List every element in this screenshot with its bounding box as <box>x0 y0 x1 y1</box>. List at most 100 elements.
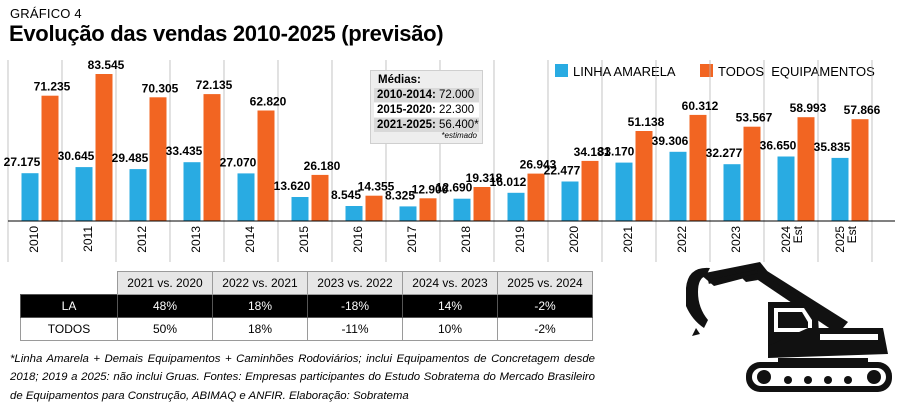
bar-linha-amarela <box>21 173 39 221</box>
bar-linha-amarela <box>129 169 147 221</box>
x-tick-label: 2010 <box>27 226 41 253</box>
table-cell: 18% <box>212 294 308 318</box>
averages-row: 2015-2020: 22.300 <box>374 103 479 117</box>
bar-linha-amarela <box>723 164 741 221</box>
bar-linha-amarela <box>237 173 255 221</box>
table-cell: -18% <box>307 294 403 318</box>
value-label-todos-equipamentos: 60.312 <box>682 99 719 113</box>
x-tick-label: 2022 <box>675 226 689 253</box>
x-tick-label: 2012 <box>135 226 149 253</box>
x-tick-label: 2015 <box>297 226 311 253</box>
bar-linha-amarela <box>777 156 795 221</box>
x-tick-label: 2013 <box>189 226 203 253</box>
value-label-todos-equipamentos: 26.943 <box>520 158 557 172</box>
bar-todos-equipamentos <box>527 173 545 221</box>
bar-todos-equipamentos <box>257 110 275 221</box>
table-cell: 50% <box>117 317 213 341</box>
x-tick-label: 2017 <box>405 226 419 253</box>
x-tick-label: 2024Est <box>779 225 805 252</box>
value-label-todos-equipamentos: 72.135 <box>196 78 233 92</box>
bar-todos-equipamentos <box>149 97 167 221</box>
value-label-todos-equipamentos: 34.181 <box>574 145 611 159</box>
bar-todos-equipamentos <box>473 187 491 221</box>
table-row: TODOS 50% 18% -11% 10% -2% <box>20 317 593 341</box>
bar-todos-equipamentos <box>851 119 869 221</box>
table-row-label: TODOS <box>20 317 118 341</box>
value-label-linha-amarela: 13.620 <box>274 179 311 193</box>
footnote: *Linha Amarela + Demais Equipamentos + C… <box>10 353 595 402</box>
value-label-todos-equipamentos: 12.900 <box>412 182 449 196</box>
bar-linha-amarela <box>453 198 471 221</box>
table-cell: -11% <box>307 317 403 341</box>
averages-value: 22.300 <box>439 104 475 116</box>
bar-linha-amarela <box>561 181 579 221</box>
bar-linha-amarela <box>183 162 201 221</box>
table-header-row: 2021 vs. 2020 2022 vs. 2021 2023 vs. 202… <box>20 271 593 295</box>
legend: LINHA AMARELA TODOS EQUIPAMENTOS <box>555 64 875 79</box>
averages-box: Médias: 2010-2014: 72.000 2015-2020: 22.… <box>370 70 483 144</box>
table-row: LA 48% 18% -18% 14% -2% <box>20 294 593 318</box>
table-row-label: LA <box>20 294 118 318</box>
value-label-todos-equipamentos: 53.567 <box>736 111 773 125</box>
bar-todos-equipamentos <box>203 94 221 221</box>
legend-swatch-linha-amarela <box>555 64 568 77</box>
x-tick-label: 2019 <box>513 226 527 253</box>
value-label-todos-equipamentos: 70.305 <box>142 81 179 95</box>
bar-todos-equipamentos <box>797 117 815 221</box>
value-label-linha-amarela: 8.545 <box>331 188 361 202</box>
table-cell: -2% <box>497 294 593 318</box>
legend-label-linha-amarela: LINHA AMARELA <box>573 64 676 79</box>
bar-linha-amarela <box>345 206 363 221</box>
x-tick-label: 2023 <box>729 226 743 253</box>
value-label-todos-equipamentos: 71.235 <box>34 80 71 94</box>
comparison-table: 2021 vs. 2020 2022 vs. 2021 2023 vs. 202… <box>20 271 593 341</box>
table-cell: 48% <box>117 294 213 318</box>
table-header: 2025 vs. 2024 <box>497 271 593 295</box>
averages-period: 2021-2025: <box>377 119 436 131</box>
bar-todos-equipamentos <box>311 174 329 221</box>
table-header: 2024 vs. 2023 <box>402 271 498 295</box>
value-label-linha-amarela: 27.070 <box>220 155 257 169</box>
x-tick-label: 2011 <box>81 226 95 252</box>
averages-value: 56.400* <box>439 119 479 131</box>
value-label-linha-amarela: 8.325 <box>385 188 415 202</box>
bar-linha-amarela <box>75 167 93 221</box>
bar-todos-equipamentos <box>419 198 437 221</box>
x-tick-label: 2016 <box>351 226 365 253</box>
value-label-linha-amarela: 33.170 <box>598 145 635 159</box>
bar-todos-equipamentos <box>41 95 59 221</box>
bar-todos-equipamentos <box>95 74 113 221</box>
bar-todos-equipamentos <box>635 131 653 221</box>
value-label-todos-equipamentos: 51.138 <box>628 115 665 129</box>
value-label-linha-amarela: 16.012 <box>490 175 527 189</box>
table-header: 2023 vs. 2022 <box>307 271 403 295</box>
value-label-todos-equipamentos: 57.866 <box>844 103 881 117</box>
x-tick-label: 2018 <box>459 226 473 253</box>
x-tick-label: 2021 <box>621 226 635 253</box>
value-label-linha-amarela: 35.835 <box>814 140 851 154</box>
table-cell: -2% <box>497 317 593 341</box>
bar-linha-amarela <box>615 162 633 221</box>
table-header: 2021 vs. 2020 <box>117 271 213 295</box>
value-label-linha-amarela: 12.690 <box>436 181 473 195</box>
table-cell: 10% <box>402 317 498 341</box>
chart-tag: GRÁFICO 4 <box>10 6 82 21</box>
averages-note: *estimado <box>441 131 477 140</box>
value-label-linha-amarela: 22.477 <box>544 164 581 178</box>
value-label-todos-equipamentos: 62.820 <box>250 95 287 109</box>
value-label-todos-equipamentos: 26.180 <box>304 159 341 173</box>
table-corner <box>20 271 118 295</box>
value-label-linha-amarela: 32.277 <box>706 146 743 160</box>
value-label-linha-amarela: 27.175 <box>4 155 41 169</box>
table-header: 2022 vs. 2021 <box>212 271 308 295</box>
averages-value: 72.000 <box>439 89 475 101</box>
bar-linha-amarela <box>831 157 849 221</box>
x-tick-label: 2025Est <box>833 225 859 252</box>
legend-swatch-todos <box>700 64 713 77</box>
averages-period: 2015-2020: <box>377 104 436 116</box>
table-cell: 14% <box>402 294 498 318</box>
value-label-linha-amarela: 36.650 <box>760 139 797 153</box>
x-tick-label: 2014 <box>243 226 257 253</box>
table-cell: 18% <box>212 317 308 341</box>
value-label-linha-amarela: 33.435 <box>166 144 203 158</box>
